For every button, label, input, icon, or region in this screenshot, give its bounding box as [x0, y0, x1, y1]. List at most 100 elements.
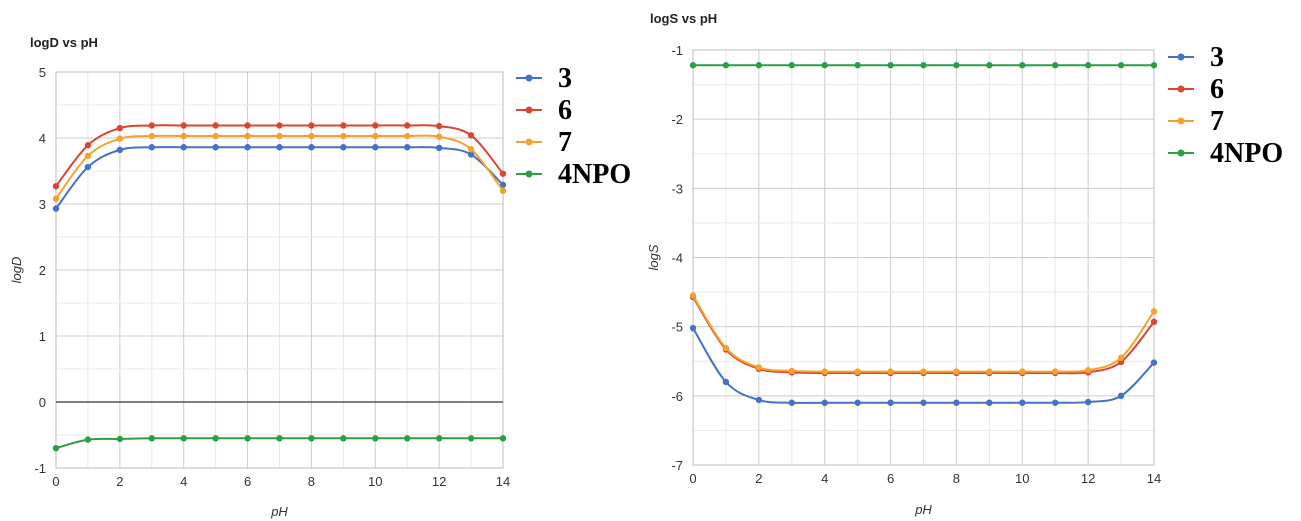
- data-point: [986, 399, 993, 406]
- data-point: [244, 144, 251, 151]
- legend-label: 4NPO: [1210, 138, 1283, 169]
- x-tick-label: 8: [308, 474, 315, 489]
- x-tick-label: 0: [52, 474, 59, 489]
- y-tick-label: 2: [39, 263, 46, 278]
- data-point: [84, 436, 92, 443]
- data-point: [180, 435, 187, 442]
- series-6: [52, 122, 507, 190]
- legend-label: 3: [1210, 42, 1224, 73]
- chart-title: logS vs pH: [650, 11, 717, 26]
- data-point: [372, 435, 379, 442]
- data-point: [467, 435, 475, 442]
- data-point: [276, 122, 283, 129]
- data-point: [722, 378, 730, 386]
- data-point: [212, 122, 219, 129]
- data-point: [435, 122, 443, 130]
- data-point: [467, 132, 475, 139]
- data-point: [887, 399, 894, 406]
- data-point: [1052, 368, 1059, 375]
- data-point: [953, 399, 960, 406]
- data-point: [689, 324, 697, 332]
- data-point: [887, 62, 894, 69]
- data-point: [986, 62, 993, 69]
- x-tick-label: 12: [432, 474, 446, 489]
- data-point: [84, 163, 92, 171]
- legend-label: 7: [1210, 106, 1224, 137]
- legend-swatch-dot: [525, 74, 533, 82]
- legend-label: 4NPO: [558, 159, 631, 190]
- data-point: [52, 445, 60, 452]
- legend-swatch-dot: [1177, 53, 1185, 61]
- data-point: [1117, 354, 1125, 361]
- data-point: [84, 152, 92, 160]
- data-point: [116, 146, 124, 154]
- y-tick-label: -5: [671, 320, 683, 335]
- data-point: [276, 144, 283, 151]
- data-point: [116, 124, 124, 132]
- legend-label: 7: [558, 127, 572, 158]
- data-point: [340, 144, 347, 151]
- data-point: [1084, 367, 1092, 374]
- data-point: [244, 122, 251, 129]
- data-point: [467, 151, 475, 158]
- data-point: [887, 368, 894, 375]
- series-4npo: [52, 435, 507, 452]
- series-3: [52, 144, 507, 212]
- data-point: [212, 144, 219, 151]
- data-point: [854, 62, 861, 69]
- data-point: [1052, 62, 1059, 69]
- x-tick-label: 2: [755, 471, 762, 486]
- x-tick-label: 10: [368, 474, 382, 489]
- data-point: [467, 146, 475, 153]
- data-point: [1084, 398, 1092, 406]
- data-point: [854, 399, 861, 406]
- data-point: [1019, 62, 1026, 69]
- data-point: [821, 62, 828, 69]
- data-point: [755, 396, 763, 404]
- y-tick-label: 1: [39, 329, 46, 344]
- data-point: [920, 62, 927, 69]
- series-7: [689, 292, 1158, 375]
- data-point: [788, 62, 795, 69]
- data-point: [689, 292, 697, 299]
- data-point: [404, 435, 411, 442]
- chart-title: logD vs pH: [30, 35, 98, 50]
- y-axis-label: logD: [9, 257, 24, 284]
- data-point: [920, 368, 927, 375]
- data-point: [1150, 308, 1158, 315]
- data-point: [788, 399, 795, 406]
- data-point: [404, 144, 411, 151]
- x-tick-label: 6: [244, 474, 251, 489]
- y-axis-label: logS: [646, 244, 661, 270]
- data-point: [1150, 62, 1158, 69]
- data-point: [52, 195, 60, 202]
- data-point: [499, 187, 507, 194]
- legend-item-3: 3: [516, 63, 572, 94]
- data-point: [404, 132, 411, 140]
- data-point: [953, 62, 960, 69]
- data-point: [340, 122, 347, 129]
- plot-area-border: [692, 49, 1155, 466]
- data-point: [755, 364, 763, 371]
- data-point: [372, 144, 379, 151]
- data-point: [821, 368, 828, 375]
- data-point: [212, 132, 219, 140]
- y-tick-label: -1: [671, 43, 683, 58]
- legend-label: 6: [558, 95, 572, 126]
- data-point: [920, 399, 927, 406]
- y-tick-label: 3: [39, 197, 46, 212]
- data-point: [953, 368, 960, 375]
- legend-swatch-dot: [1177, 85, 1185, 93]
- x-axis-label: pH: [270, 504, 288, 519]
- y-tick-label: 5: [39, 65, 46, 80]
- data-point: [1117, 62, 1125, 69]
- chart-logd-vs-ph: logD vs pH0 2 4 6 8 10 12 14-1012345pHlogD3674N…: [9, 35, 631, 519]
- x-tick-label: 0: [689, 471, 696, 486]
- data-point: [1084, 62, 1092, 69]
- data-point: [340, 132, 347, 140]
- data-point: [499, 170, 507, 177]
- data-point: [180, 122, 187, 129]
- x-tick-label: 2: [116, 474, 123, 489]
- y-tick-label: -1: [34, 461, 46, 476]
